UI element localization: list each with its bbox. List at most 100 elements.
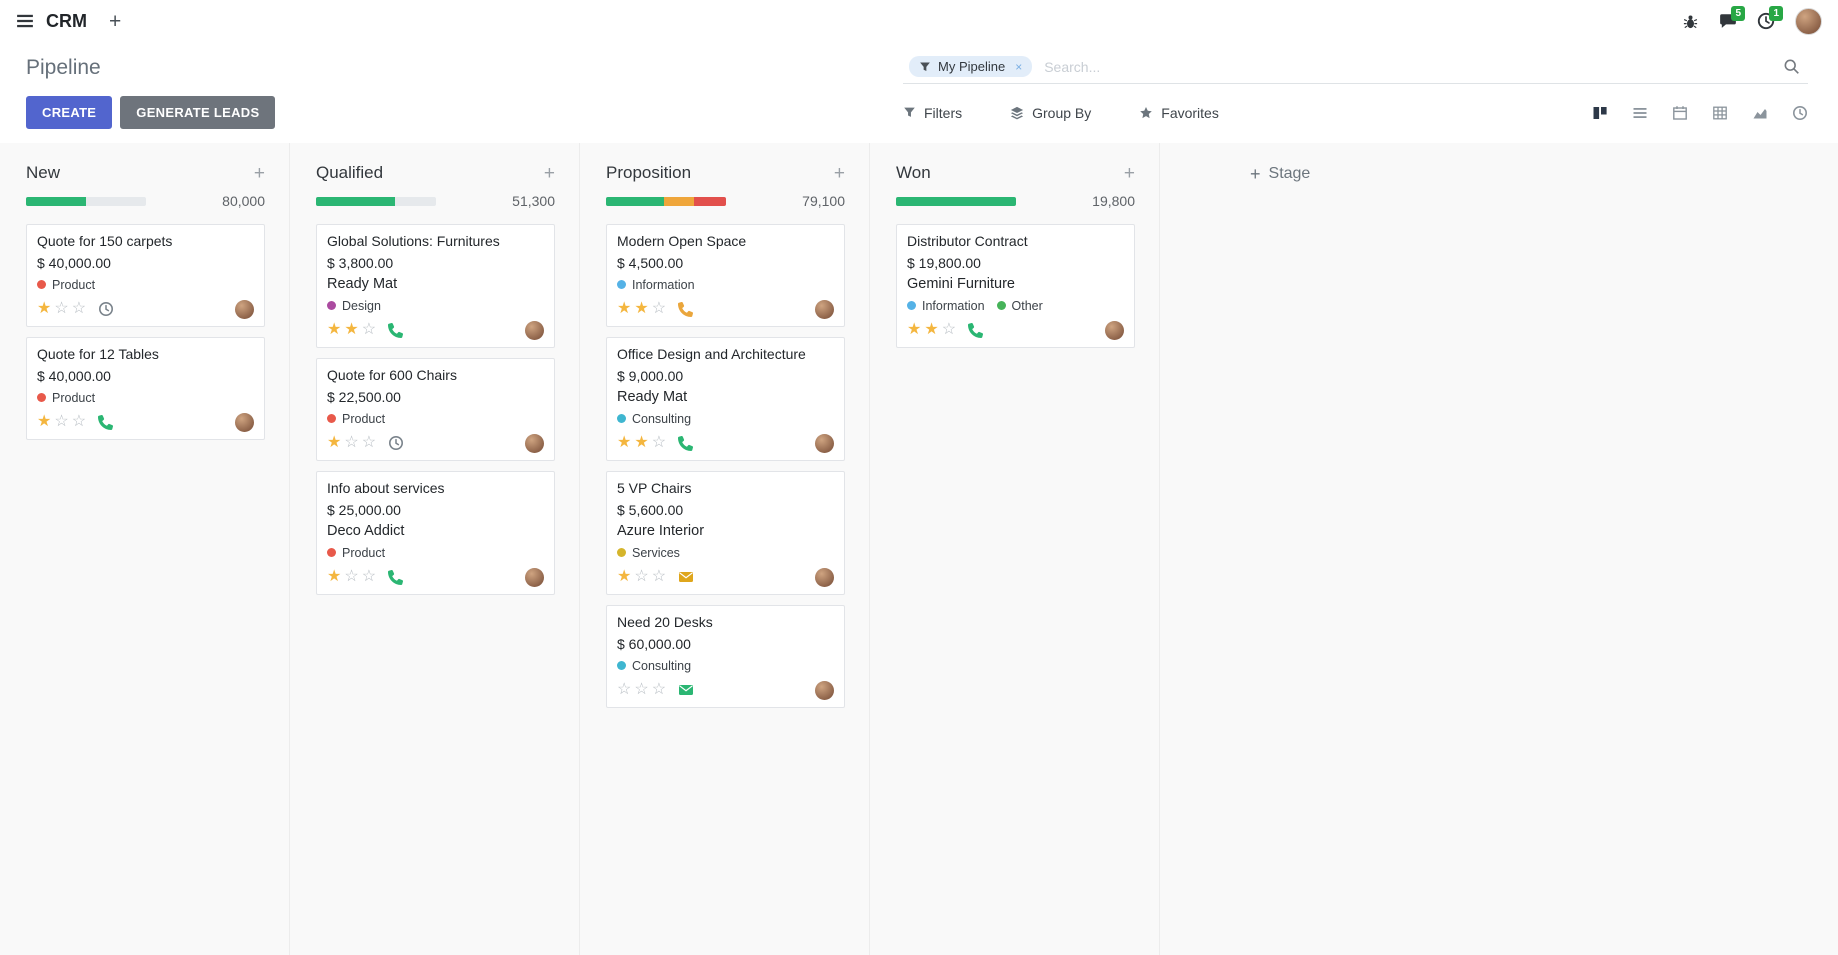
priority-star[interactable]: ★	[634, 300, 649, 317]
priority-star[interactable]: ☆	[54, 300, 69, 317]
salesperson-avatar[interactable]	[815, 567, 834, 587]
view-pivot-button[interactable]	[1712, 105, 1728, 121]
priority-widget[interactable]: ★ ★ ☆	[617, 434, 669, 452]
priority-star[interactable]: ☆	[634, 681, 649, 698]
column-progressbar[interactable]	[606, 196, 726, 206]
view-kanban-button[interactable]	[1592, 105, 1608, 121]
priority-star[interactable]: ★	[327, 434, 342, 451]
phone-activity-icon[interactable]	[678, 435, 694, 451]
progress-segment[interactable]	[693, 196, 726, 206]
column-quick-add-icon[interactable]: +	[543, 162, 555, 184]
priority-star[interactable]: ☆	[651, 568, 667, 585]
priority-star[interactable]: ☆	[54, 413, 69, 430]
progress-segment[interactable]	[606, 196, 664, 206]
salesperson-avatar[interactable]	[1105, 320, 1124, 340]
search-icon[interactable]	[1783, 58, 1800, 75]
group-by-button[interactable]: Group By	[1010, 105, 1091, 121]
card-tag[interactable]: Information	[907, 299, 985, 313]
card-tag[interactable]: Product	[327, 546, 385, 560]
progress-segment[interactable]	[316, 196, 396, 206]
search-input[interactable]	[1044, 58, 1783, 75]
search-facet-my-pipeline[interactable]: My Pipeline ×	[909, 56, 1033, 77]
salesperson-avatar[interactable]	[235, 412, 254, 432]
priority-widget[interactable]: ★ ☆ ☆	[37, 300, 89, 318]
column-progressbar[interactable]	[26, 196, 146, 206]
priority-star[interactable]: ☆	[344, 568, 359, 585]
priority-widget[interactable]: ★ ☆ ☆	[327, 434, 379, 452]
salesperson-avatar[interactable]	[235, 299, 254, 319]
kanban-card[interactable]: Modern Open Space $ 4,500.00 Information ★ ★…	[606, 224, 845, 327]
phone-activity-icon[interactable]	[388, 322, 404, 338]
priority-widget[interactable]: ★ ★ ☆	[907, 321, 959, 339]
priority-widget[interactable]: ★ ☆ ☆	[37, 413, 89, 431]
progress-segment[interactable]	[896, 196, 1016, 206]
priority-star[interactable]: ☆	[651, 300, 667, 317]
priority-star[interactable]: ☆	[634, 568, 649, 585]
kanban-card[interactable]: Global Solutions: Furnitures $ 3,800.00 Re…	[316, 224, 555, 348]
card-tag[interactable]: Other	[996, 299, 1043, 313]
filters-button[interactable]: Filters	[903, 105, 962, 121]
view-graph-button[interactable]	[1752, 105, 1768, 121]
priority-star[interactable]: ★	[617, 434, 632, 451]
column-quick-add-icon[interactable]: +	[253, 162, 265, 184]
quick-create-icon[interactable]: +	[109, 9, 122, 33]
salesperson-avatar[interactable]	[525, 433, 544, 453]
priority-widget[interactable]: ★ ★ ☆	[327, 321, 379, 339]
priority-widget[interactable]: ★ ☆ ☆	[327, 568, 379, 586]
phone-activity-icon[interactable]	[388, 569, 404, 585]
kanban-card[interactable]: 5 VP Chairs $ 5,600.00 Azure Interior Servi…	[606, 471, 845, 595]
column-progressbar[interactable]	[316, 196, 436, 206]
column-quick-add-icon[interactable]: +	[833, 162, 845, 184]
progress-segment[interactable]	[26, 196, 86, 206]
envelope-activity-icon[interactable]	[678, 682, 694, 698]
salesperson-avatar[interactable]	[815, 680, 834, 700]
priority-star[interactable]: ☆	[361, 321, 377, 338]
bug-icon[interactable]	[1682, 13, 1699, 30]
view-list-button[interactable]	[1632, 105, 1648, 121]
kanban-card[interactable]: Quote for 150 carpets $ 40,000.00 Product ★…	[26, 224, 265, 327]
kanban-card[interactable]: Distributor Contract $ 19,800.00 Gemini Fu…	[896, 224, 1135, 348]
progress-segment[interactable]	[663, 196, 694, 206]
salesperson-avatar[interactable]	[815, 433, 834, 453]
app-name[interactable]: CRM	[46, 10, 87, 31]
priority-star[interactable]: ☆	[361, 434, 377, 451]
priority-star[interactable]: ☆	[361, 568, 377, 585]
salesperson-avatar[interactable]	[525, 567, 544, 587]
priority-star[interactable]: ★	[617, 300, 632, 317]
column-progressbar[interactable]	[896, 196, 1016, 206]
priority-star[interactable]: ★	[327, 321, 342, 338]
priority-widget[interactable]: ★ ★ ☆	[617, 300, 669, 318]
facet-remove-icon[interactable]: ×	[1015, 59, 1023, 74]
envelope-activity-icon[interactable]	[678, 569, 694, 585]
card-tag[interactable]: Consulting	[617, 412, 691, 426]
priority-star[interactable]: ★	[924, 321, 939, 338]
priority-star[interactable]: ★	[907, 321, 922, 338]
add-stage-button[interactable]: + Stage	[1250, 165, 1310, 955]
create-button[interactable]: CREATE	[26, 96, 113, 129]
card-tag[interactable]: Services	[617, 546, 680, 560]
priority-star[interactable]: ☆	[71, 300, 87, 317]
salesperson-avatar[interactable]	[815, 299, 834, 319]
salesperson-avatar[interactable]	[525, 320, 544, 340]
user-avatar[interactable]	[1795, 7, 1822, 35]
priority-star[interactable]: ★	[634, 434, 649, 451]
priority-star[interactable]: ☆	[71, 413, 87, 430]
kanban-card[interactable]: Need 20 Desks $ 60,000.00 Consulting ☆ ☆ ☆	[606, 605, 845, 708]
priority-star[interactable]: ☆	[617, 681, 632, 698]
card-tag[interactable]: Product	[37, 278, 95, 292]
priority-star[interactable]: ☆	[651, 434, 667, 451]
kanban-card[interactable]: Office Design and Architecture $ 9,000.00…	[606, 337, 845, 461]
priority-widget[interactable]: ☆ ☆ ☆	[617, 681, 669, 699]
priority-star[interactable]: ★	[344, 321, 359, 338]
card-tag[interactable]: Design	[327, 299, 381, 313]
priority-star[interactable]: ★	[327, 568, 342, 585]
favorites-button[interactable]: Favorites	[1139, 105, 1219, 121]
activities-clock-icon[interactable]: 1	[1757, 6, 1783, 30]
kanban-card[interactable]: Quote for 12 Tables $ 40,000.00 Product ★ ☆ ☆	[26, 337, 265, 440]
priority-star[interactable]: ☆	[344, 434, 359, 451]
messages-icon[interactable]: 5	[1719, 6, 1745, 30]
phone-activity-icon[interactable]	[98, 414, 114, 430]
phone-activity-icon[interactable]	[968, 322, 984, 338]
priority-star[interactable]: ☆	[651, 681, 667, 698]
view-activity-button[interactable]	[1792, 105, 1808, 121]
